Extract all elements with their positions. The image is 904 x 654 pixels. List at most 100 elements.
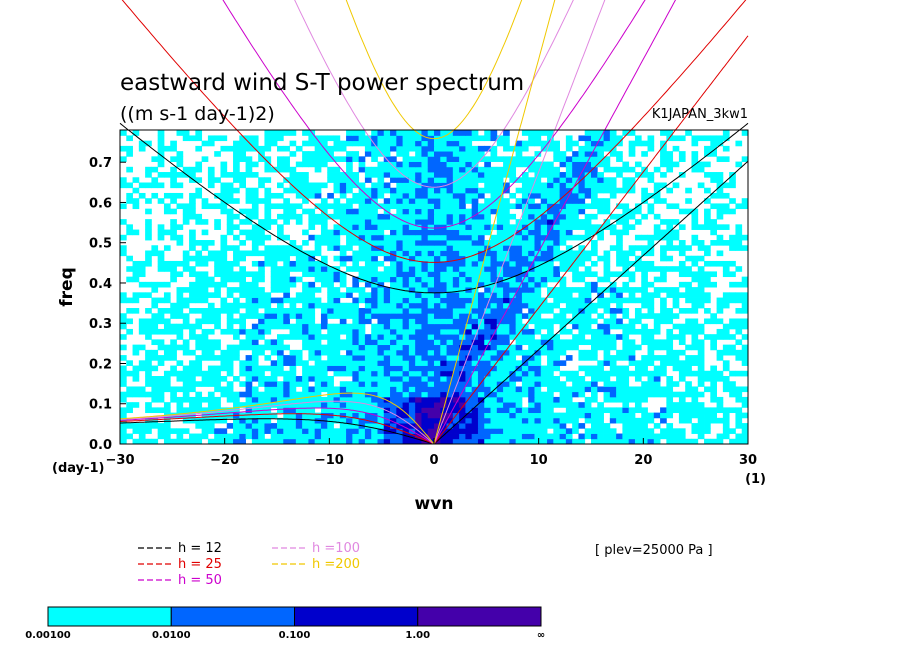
heat-cell [371,428,378,434]
heat-cell [396,135,403,142]
heat-cell [320,381,328,387]
heat-cell [471,271,479,278]
heat-cell [195,161,203,168]
heat-cell [490,407,498,414]
heat-cell [427,145,435,152]
heat-cell [314,412,322,419]
heat-cell [471,224,479,230]
heat-cell [390,172,397,178]
heat-cell [170,313,177,319]
heat-cell [477,428,485,434]
heat-cell [163,438,171,444]
heat-cell [697,182,705,189]
heat-cell [572,187,579,194]
heat-cell [503,423,510,429]
heat-cell [496,376,504,382]
heat-cell [352,287,360,293]
heat-cell [697,240,705,246]
heat-cell [220,433,228,440]
heat-cell [484,187,491,194]
heat-cell [471,229,479,236]
heat-cell [553,166,560,173]
heat-cell [503,365,510,372]
heat-cell [622,177,630,183]
heat-cell [314,213,322,220]
heat-cell [440,192,447,199]
heat-cell [678,365,686,372]
heat-cell [402,391,410,398]
heat-cell [471,172,479,178]
heat-cell [565,166,573,173]
heat-cell [390,428,397,434]
heat-cell [258,334,265,340]
heat-cell [201,219,209,225]
heat-cell [427,302,435,309]
heat-cell [352,423,360,429]
heat-cell [440,177,447,183]
heat-cell [503,412,510,419]
heat-cell [440,260,447,267]
heat-cell [528,255,535,262]
heat-cell [647,355,655,361]
heat-cell [189,203,196,210]
heat-cell [396,250,403,257]
heat-cell [402,292,410,298]
heat-cell [722,156,730,162]
heat-cell [515,151,523,157]
heat-cell [333,177,341,183]
heat-cell [440,308,447,314]
heat-cell [245,140,253,147]
heat-cell [484,292,491,298]
heat-cell [584,313,592,319]
heat-cell [220,328,228,335]
heat-cell [270,203,278,210]
heat-cell [308,234,316,241]
heat-cell [622,308,630,314]
heat-cell [415,292,422,298]
heat-cell [264,292,272,298]
heat-cell [352,130,360,136]
heat-cell [408,328,416,335]
heat-cell [289,213,297,220]
heat-cell [195,407,203,414]
heat-cell [408,219,416,225]
heat-cell [490,145,498,152]
heat-cell [258,381,265,387]
heat-cell [421,135,429,142]
heat-cell [427,318,435,325]
heat-cell [364,208,372,215]
heat-cell [722,297,730,304]
heat-cell [609,140,617,147]
heat-cell [547,234,554,241]
heat-cell [521,323,529,330]
heat-cell [471,145,479,152]
heat-cell [534,203,542,210]
heat-cell [308,402,316,408]
heat-cell [390,245,397,251]
heat-cell [622,334,630,340]
heat-cell [358,386,366,393]
heat-cell [390,365,397,372]
heat-cell [239,344,246,351]
heat-cell [226,229,234,236]
heat-cell [408,391,416,398]
heat-cell [490,318,498,325]
heat-cell [660,318,667,325]
heat-cell [195,402,203,408]
heat-cell [226,260,234,267]
heat-cell [182,370,190,377]
heat-cell [528,344,535,351]
heat-cell [452,260,460,267]
heat-cell [465,308,473,314]
heat-cell [189,135,196,142]
heat-cell [691,386,699,393]
heat-cell [440,323,447,330]
heat-cell [691,412,699,419]
heat-cell [195,396,203,403]
heat-cell [434,266,441,272]
heat-cell [716,182,724,189]
heat-cell [597,344,604,351]
heat-cell [634,396,642,403]
heat-cell [634,370,642,377]
heat-cell [741,234,748,241]
